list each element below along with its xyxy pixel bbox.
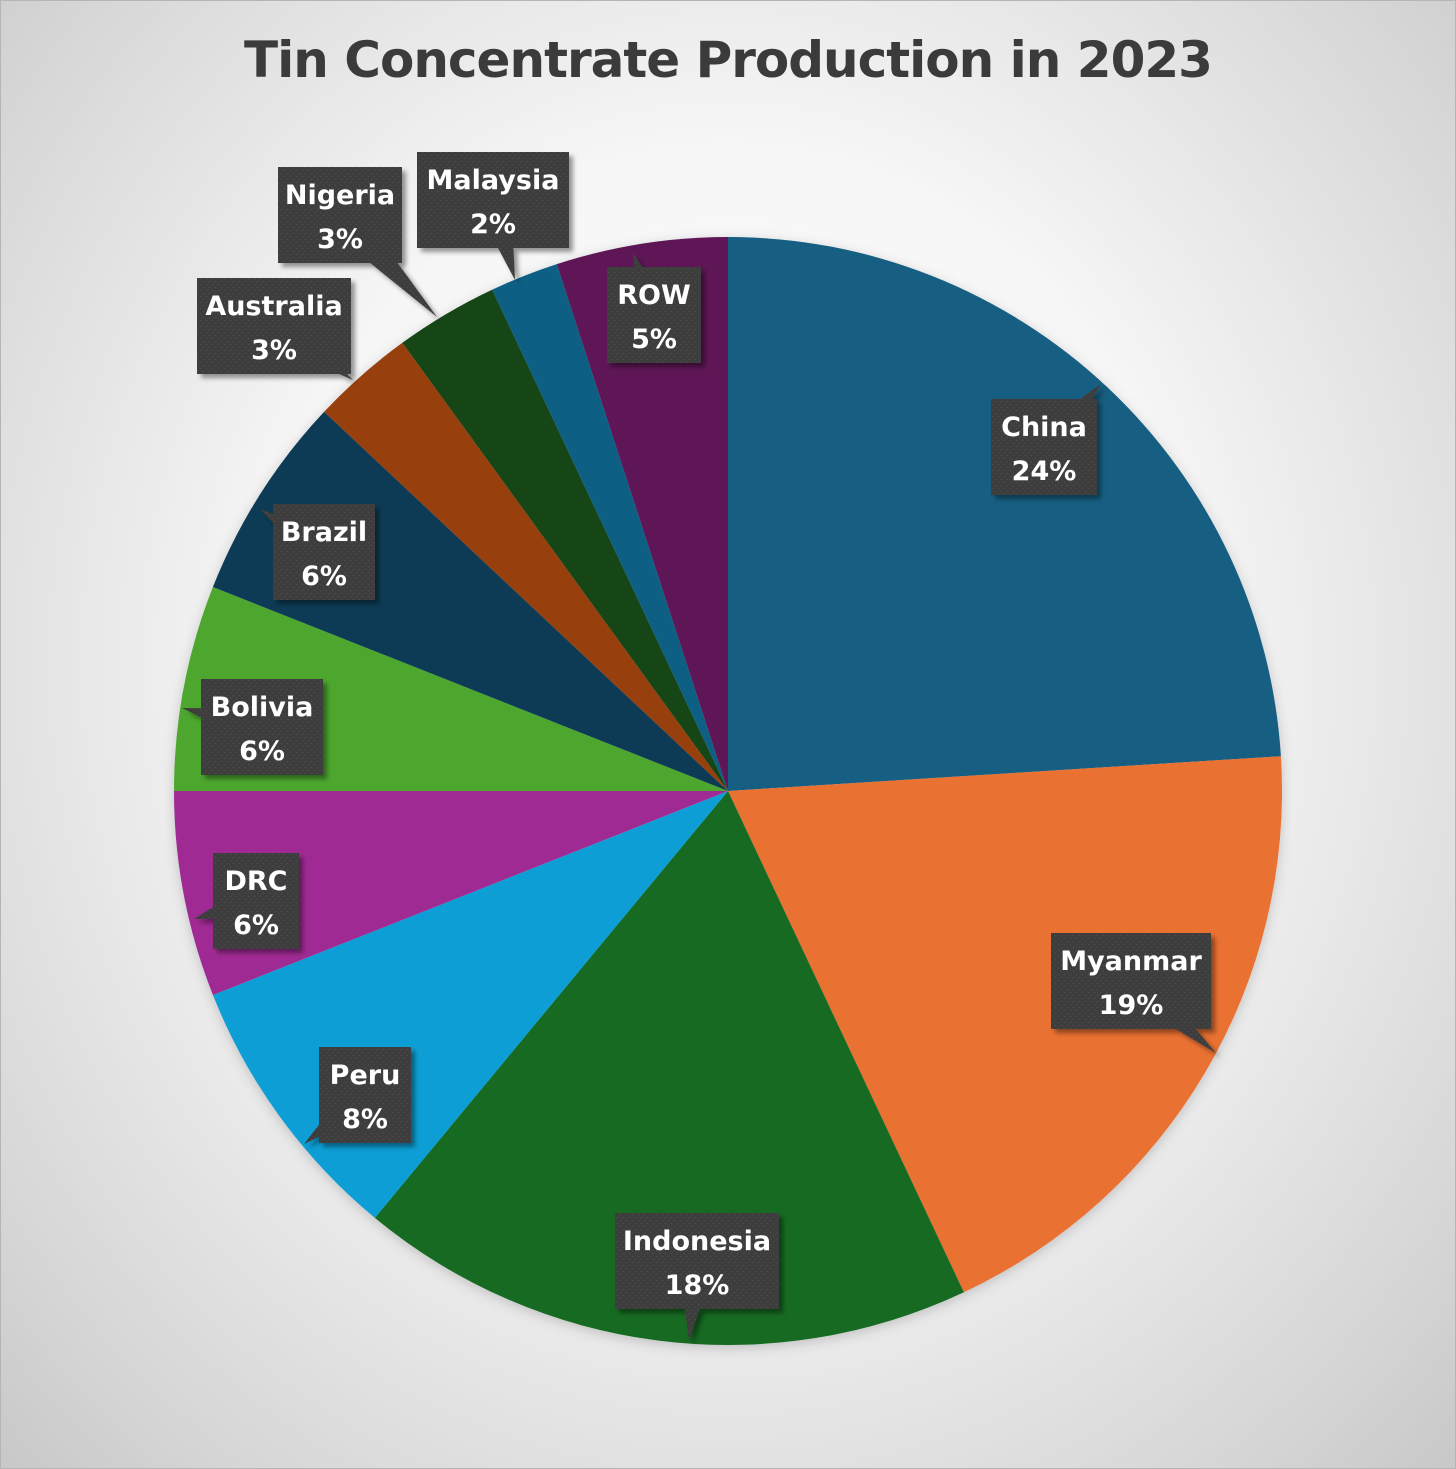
data-label-value: 18% bbox=[665, 1270, 730, 1301]
data-label-row: ROW 5% bbox=[607, 253, 701, 363]
data-label-china: China 24% bbox=[991, 384, 1101, 495]
callout-box bbox=[1051, 933, 1211, 1029]
data-label-name: Brazil bbox=[281, 517, 367, 548]
pie-slice-indonesia[interactable] bbox=[374, 791, 964, 1345]
callout-box bbox=[991, 399, 1097, 495]
callout-box bbox=[273, 504, 375, 600]
pie-slice-drc[interactable] bbox=[174, 791, 728, 995]
data-label-value: 2% bbox=[470, 209, 516, 240]
data-label-name: China bbox=[1001, 412, 1087, 443]
data-label-name: Myanmar bbox=[1060, 946, 1202, 977]
pie-slice-australia[interactable] bbox=[324, 342, 728, 791]
data-label-value: 6% bbox=[301, 561, 347, 592]
callout-box bbox=[213, 853, 299, 949]
data-label-name: Indonesia bbox=[623, 1226, 771, 1257]
data-label-name: Bolivia bbox=[211, 692, 314, 723]
data-label-drc: DRC 6% bbox=[194, 853, 299, 949]
callout-box bbox=[607, 267, 701, 363]
data-label-name: DRC bbox=[224, 866, 287, 897]
callout-box bbox=[197, 278, 351, 374]
data-label-value: 3% bbox=[251, 335, 297, 366]
data-label-value: 6% bbox=[239, 736, 285, 767]
pie-slice-china[interactable] bbox=[728, 237, 1281, 791]
data-label-brazil: Brazil 6% bbox=[260, 504, 375, 600]
data-label-name: Peru bbox=[330, 1060, 401, 1091]
data-label-value: 19% bbox=[1099, 990, 1164, 1021]
data-label-myanmar: Myanmar 19% bbox=[1051, 933, 1216, 1053]
data-label-indonesia: Indonesia 18% bbox=[615, 1213, 779, 1341]
data-label-callouts: China 24% Myanmar 19% Indonesia 18% Peru 8% DRC 6… bbox=[182, 152, 1216, 1341]
callout-box bbox=[278, 167, 402, 263]
pie-slices bbox=[174, 237, 1283, 1345]
data-label-name: Australia bbox=[205, 291, 342, 322]
chart-title: Tin Concentrate Production in 2023 bbox=[244, 31, 1213, 89]
pie-slice-malaysia[interactable] bbox=[492, 264, 728, 791]
data-label-malaysia: Malaysia 2% bbox=[417, 152, 569, 280]
callout-box bbox=[615, 1213, 779, 1309]
data-label-value: 5% bbox=[631, 324, 677, 355]
callout-box bbox=[417, 152, 569, 248]
data-label-peru: Peru 8% bbox=[304, 1047, 411, 1144]
data-label-nigeria: Nigeria 3% bbox=[278, 167, 437, 317]
data-label-name: Malaysia bbox=[427, 165, 560, 196]
pie-slice-myanmar[interactable] bbox=[728, 756, 1283, 1293]
data-label-value: 24% bbox=[1012, 456, 1077, 487]
pie-slice-nigeria[interactable] bbox=[402, 289, 728, 791]
data-label-value: 6% bbox=[233, 910, 279, 941]
callout-box bbox=[201, 679, 323, 775]
data-label-name: Nigeria bbox=[285, 180, 395, 211]
pie-slice-row[interactable] bbox=[556, 237, 728, 791]
data-label-value: 8% bbox=[342, 1104, 388, 1135]
data-label-australia: Australia 3% bbox=[197, 278, 353, 380]
data-label-bolivia: Bolivia 6% bbox=[182, 679, 323, 775]
data-label-value: 3% bbox=[317, 224, 363, 255]
callout-box bbox=[319, 1047, 411, 1143]
data-label-name: ROW bbox=[617, 280, 691, 311]
